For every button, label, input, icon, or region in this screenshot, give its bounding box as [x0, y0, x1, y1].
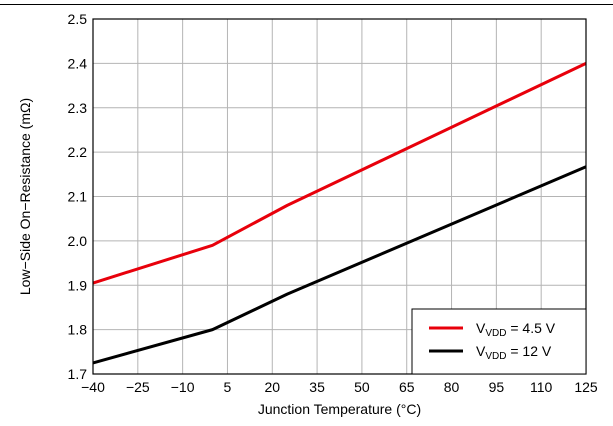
x-tick-label: 35	[309, 379, 325, 395]
y-tick-label: 1.7	[68, 366, 88, 382]
x-tick-label: 5	[224, 379, 232, 395]
x-tick-label: 125	[574, 379, 598, 395]
series-lines	[92, 62, 587, 365]
y-tick-label: 2.5	[68, 11, 88, 27]
x-tick-label: −40	[81, 379, 105, 395]
y-tick-label: 2.4	[68, 55, 88, 71]
x-tick-label: 65	[399, 379, 415, 395]
plot-frame	[92, 18, 587, 375]
y-tick-label: 2.2	[68, 144, 88, 160]
x-tick-label: 50	[354, 379, 370, 395]
x-axis-label: Junction Temperature (°C)	[258, 401, 421, 417]
top-rule	[0, 4, 613, 5]
y-tick-labels: 1.7 1.8 1.9 2.0 2.1 2.2 2.3 2.4 2.5	[68, 11, 88, 382]
legend: VVDD = 4.5 V VVDD = 12 V	[411, 308, 587, 375]
x-tick-label: −25	[126, 379, 150, 395]
x-tick-label: 20	[264, 379, 280, 395]
x-tick-label: 95	[489, 379, 505, 395]
legend-label-1: VVDD = 4.5 V	[476, 320, 556, 339]
y-axis-label: Low−Side On−Resistance (mΩ)	[17, 98, 33, 295]
x-tick-label: 80	[444, 379, 460, 395]
y-tick-label: 1.8	[68, 322, 88, 338]
series-line-2	[92, 165, 587, 365]
series-line-1	[92, 62, 587, 285]
x-tick-label: 110	[530, 379, 553, 395]
legend-label-2: VVDD = 12 V	[476, 343, 552, 362]
y-tick-label: 1.9	[68, 277, 88, 293]
y-tick-label: 2.1	[68, 189, 88, 205]
y-tick-label: 2.0	[68, 233, 88, 249]
legend-box	[411, 308, 587, 375]
x-tick-label: −10	[171, 379, 195, 395]
x-tick-labels: −40 −25 −10 5 20 35 50 65 80 95 110 125	[81, 379, 598, 395]
y-tick-label: 2.3	[68, 100, 88, 116]
